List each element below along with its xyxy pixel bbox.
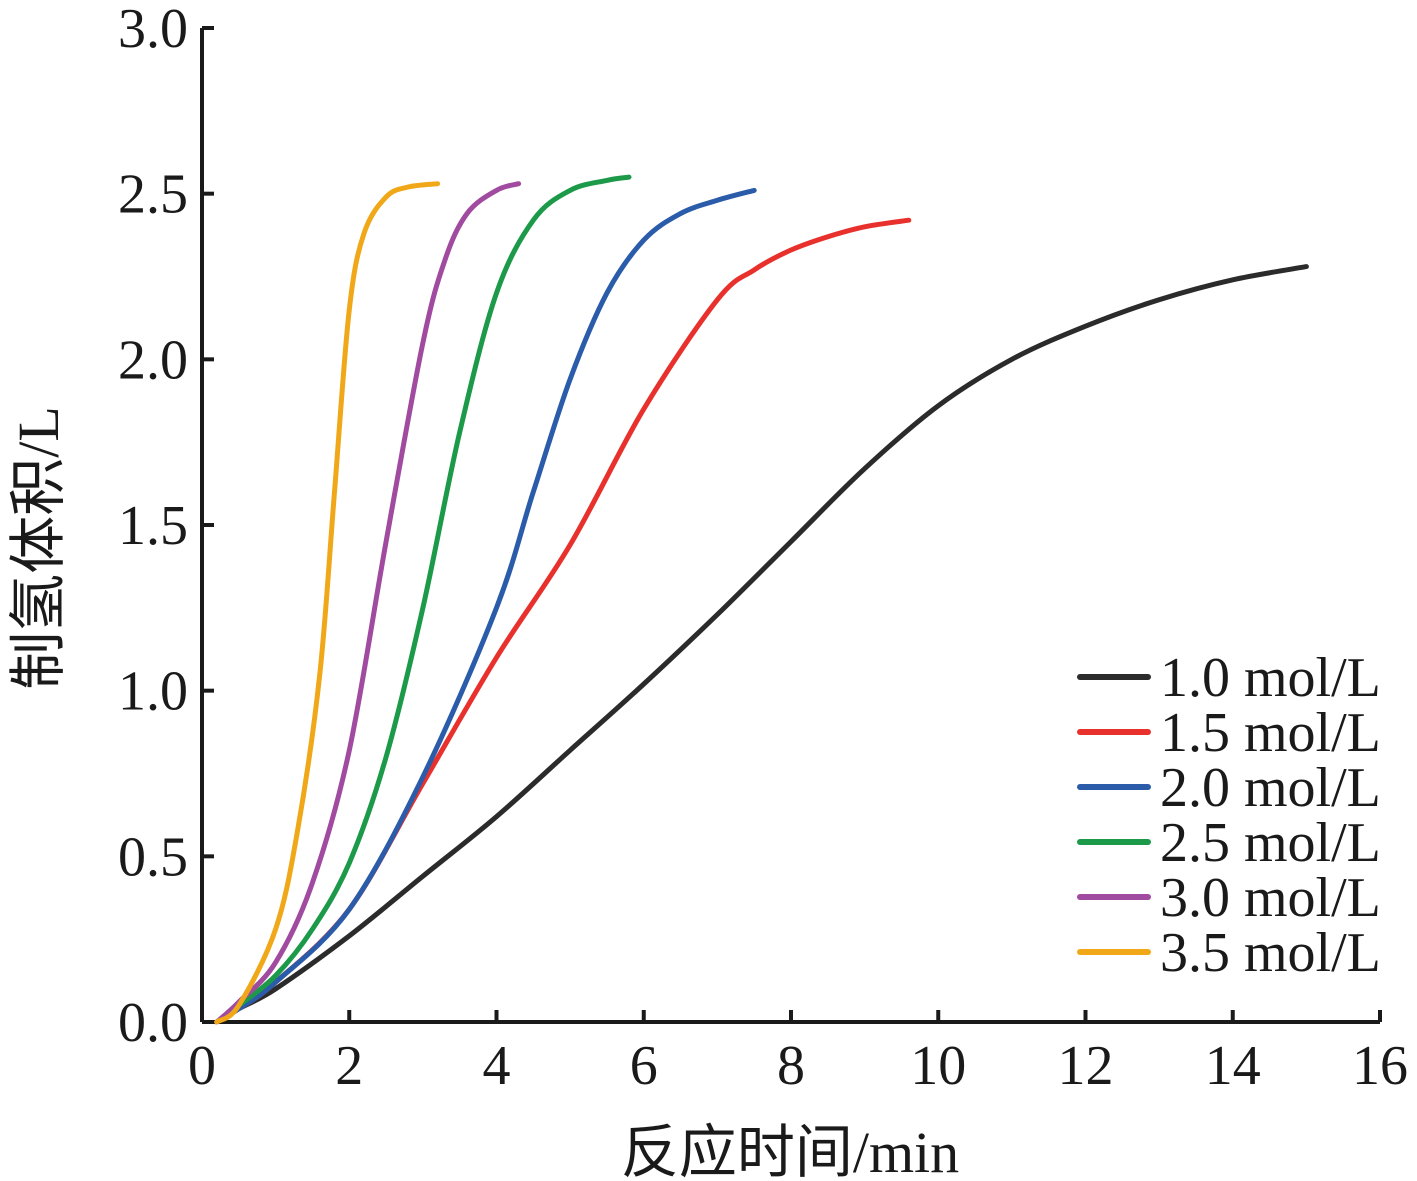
x-tick-label: 8: [777, 1035, 805, 1097]
series-line-5: [214, 181, 522, 1025]
y-tick-label: 3.0: [118, 0, 188, 60]
legend-label-5: 3.0 mol/L: [1160, 867, 1381, 929]
x-tick-label: 10: [910, 1035, 966, 1097]
y-tick-label: 1.0: [118, 661, 188, 723]
x-tick-label: 0: [188, 1035, 216, 1097]
axes: 0 2 4 6 8 10 12 14 16 0.0 0.5 1.0 1.5 2.0 2.5 3.0: [118, 0, 1408, 1097]
x-axis-title: 反应时间/min: [621, 1120, 959, 1181]
series-line-1: [214, 264, 1309, 1025]
x-tick-label: 4: [483, 1035, 511, 1097]
series-line-3: [214, 187, 757, 1025]
y-axis-title: 制氢体积/L: [6, 406, 71, 690]
x-tick-label: 14: [1205, 1035, 1261, 1097]
y-tick-label: 2.0: [118, 329, 188, 391]
y-tick-label: 2.5: [118, 164, 188, 226]
x-tick-label: 16: [1352, 1035, 1408, 1097]
legend-label-3: 2.0 mol/L: [1160, 757, 1381, 819]
x-tick-label: 2: [335, 1035, 363, 1097]
legend: 1.0 mol/L1.5 mol/L2.0 mol/L2.5 mol/L3.0 …: [1077, 647, 1381, 984]
y-tick-label: 0.5: [118, 826, 188, 888]
legend-label-4: 2.5 mol/L: [1160, 812, 1381, 874]
series-line-4: [214, 174, 632, 1025]
series-line-6: [214, 181, 441, 1025]
legend-label-1: 1.0 mol/L: [1160, 647, 1381, 709]
plot-area: [214, 174, 1309, 1025]
legend-label-6: 3.5 mol/L: [1160, 922, 1381, 984]
y-tick-label: 1.5: [118, 495, 188, 557]
y-tick-label: 0.0: [118, 992, 188, 1054]
legend-label-2: 1.5 mol/L: [1160, 702, 1381, 764]
x-tick-label: 6: [630, 1035, 658, 1097]
x-tick-label: 12: [1058, 1035, 1114, 1097]
series-line-2: [214, 217, 912, 1025]
